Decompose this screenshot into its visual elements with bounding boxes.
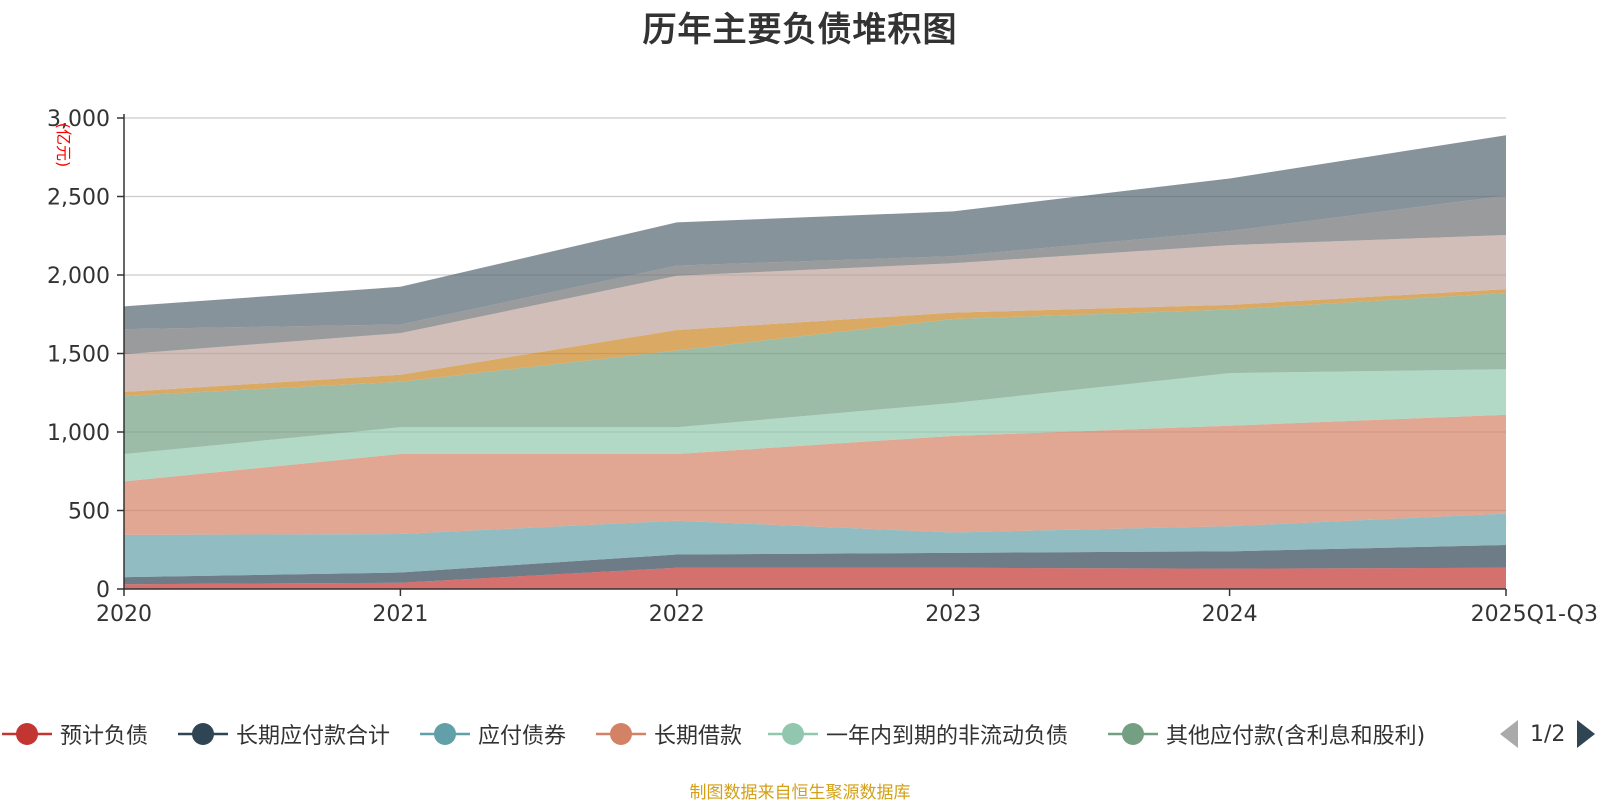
legend-marker-icon: [2, 723, 52, 745]
axes: 0 500 1,000 1,500 2,000 2,500 3,000 2020 2021 202…: [47, 107, 1598, 627]
legend-marker-icon: [420, 723, 470, 745]
area-series-长期借款: [124, 414, 1506, 535]
y-tick-label: 500: [68, 500, 110, 525]
x-tick-label: 2025Q1-Q3: [1471, 602, 1598, 627]
area-series-长期应付款合计: [124, 545, 1506, 585]
area-series-其他应付款(含利息和股利): [124, 293, 1506, 454]
legend-label: 其他应付款(含利息和股利): [1166, 724, 1426, 749]
legend-label: 一年内到期的非流动负债: [826, 724, 1069, 749]
area-series-其他负债: [124, 135, 1506, 330]
y-tick-label: 2,500: [47, 186, 110, 211]
legend-prev-page-icon[interactable]: [1500, 720, 1518, 748]
legend-label: 长期应付款合计: [236, 724, 391, 749]
area-series-一年内到期的非流动负债: [124, 369, 1506, 482]
legend-label: 应付债券: [478, 724, 567, 749]
legend-marker-icon: [768, 723, 818, 745]
x-tick-label: 2024: [1202, 602, 1258, 627]
stacked-areas: [124, 135, 1506, 589]
legend-label: 长期借款: [654, 724, 743, 749]
legend-label: 预计负债: [60, 724, 149, 749]
legend-item[interactable]: 其他应付款(含利息和股利): [1108, 714, 1425, 754]
area-series-应付票据: [124, 234, 1506, 392]
legend-item[interactable]: 一年内到期的非流动负债: [768, 714, 1068, 754]
chart-plot: 0 500 1,000 1,500 2,000 2,500 3,000 2020 2021 202…: [47, 107, 1598, 627]
area-series-预计负债: [124, 567, 1506, 589]
y-axis-unit-label: (亿元): [54, 123, 73, 168]
x-tick-label: 2022: [649, 602, 705, 627]
legend-marker-icon: [178, 723, 228, 745]
legend-item[interactable]: 预计负债: [2, 714, 148, 754]
chart-title: 历年主要负债堆积图: [642, 11, 958, 49]
y-tick-label: 2,000: [47, 264, 110, 289]
x-tick-label: 2023: [925, 602, 981, 627]
area-series-应付账款: [124, 289, 1506, 396]
y-tick-label: 3,000: [47, 107, 110, 132]
legend-pager: 1/2: [1500, 714, 1596, 754]
y-tick-label: 1,000: [47, 421, 110, 446]
legend-next-page-icon[interactable]: [1577, 720, 1596, 748]
legend-marker-icon: [1108, 723, 1158, 745]
y-tick-label: 0: [96, 578, 110, 603]
legend-item[interactable]: 长期借款: [596, 714, 742, 754]
area-series-应付债券: [124, 513, 1506, 578]
legend-item[interactable]: 长期应付款合计: [178, 714, 390, 754]
y-tick-label: 1,500: [47, 343, 110, 368]
x-tick-label: 2020: [96, 602, 152, 627]
area-series-短期借款: [124, 195, 1506, 355]
source-note: 制图数据来自恒生聚源数据库: [689, 783, 911, 803]
legend-item[interactable]: 应付债券: [420, 714, 566, 754]
legend-marker-icon: [596, 723, 646, 745]
x-tick-label: 2021: [372, 602, 428, 627]
legend: 1/2 预计负债 长期应付款合计 应付债券 长期借款 一年内到期的非流动负债 其他应付款(…: [0, 714, 1600, 754]
legend-page-indicator: 1/2: [1530, 721, 1566, 747]
